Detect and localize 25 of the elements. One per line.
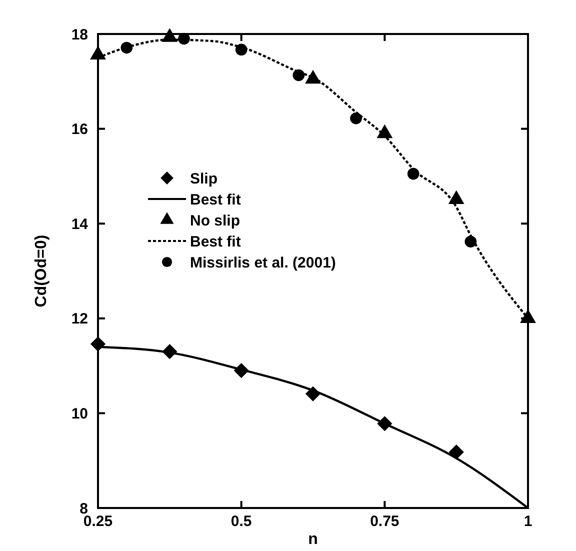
- y-tick-label: 14: [71, 216, 89, 233]
- point: [90, 336, 106, 352]
- point: [120, 42, 133, 54]
- x-axis-title: n: [308, 531, 318, 548]
- point: [464, 236, 477, 248]
- y-tick-label: 12: [71, 310, 88, 328]
- point: [448, 444, 464, 460]
- legend-label: Missirlis et al. (2001): [190, 254, 336, 272]
- y-tick-label: 18: [71, 26, 88, 44]
- point: [350, 112, 362, 124]
- point: [178, 32, 190, 45]
- legend-label: Best fit: [190, 233, 241, 250]
- legend-label: Slip: [190, 170, 218, 188]
- x-tick-label: 1: [524, 513, 532, 530]
- point: [235, 44, 248, 56]
- x-tick-label: 0.5: [230, 513, 252, 530]
- legend-label: Best fit: [190, 191, 241, 208]
- legend-label: No slip: [190, 212, 240, 230]
- y-tick-label: 10: [71, 405, 88, 422]
- x-tick-label: 0.75: [370, 513, 400, 530]
- point: [407, 168, 420, 180]
- y-tick-label: 16: [71, 121, 88, 138]
- point: [292, 69, 305, 82]
- y-axis-title: Cd(Od=0): [33, 234, 50, 308]
- x-tick-label: 0.25: [83, 513, 113, 530]
